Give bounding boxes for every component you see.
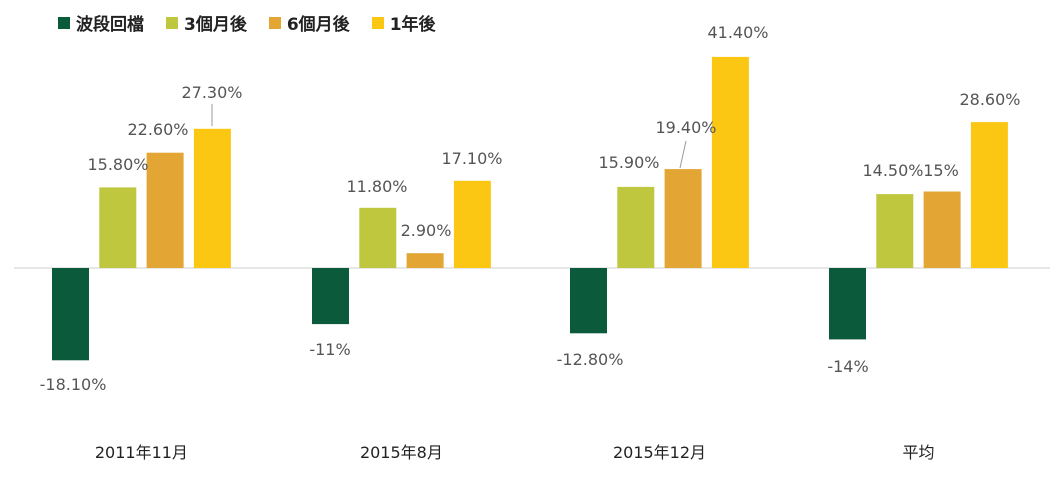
data-label-3-0: -14% bbox=[827, 357, 868, 376]
category-label-1: 2015年8月 bbox=[360, 443, 443, 462]
legend-swatch-1 bbox=[166, 16, 178, 29]
legend-label-3: 1年後 bbox=[389, 15, 436, 35]
legend-label-2: 6個月後 bbox=[286, 15, 350, 35]
bar-3-2 bbox=[923, 191, 961, 268]
data-label-2-1: 15.90% bbox=[598, 153, 659, 172]
legend-swatch-0 bbox=[58, 16, 70, 29]
data-label-2-0: -12.80% bbox=[557, 350, 624, 369]
data-label-0-3: 27.30% bbox=[181, 83, 242, 102]
category-label-3: 平均 bbox=[902, 443, 934, 462]
data-label-1-3: 17.10% bbox=[441, 149, 502, 168]
data-label-3-1: 14.50% bbox=[862, 161, 923, 180]
data-label-1-1: 11.80% bbox=[346, 177, 407, 196]
data-label-3-3: 28.60% bbox=[959, 90, 1020, 109]
legend-label-1: 3個月後 bbox=[184, 15, 247, 35]
bar-0-0 bbox=[52, 268, 89, 361]
data-label-0-1: 15.80% bbox=[87, 155, 148, 174]
bar-0-2 bbox=[146, 152, 184, 268]
legend-swatch-2 bbox=[268, 16, 281, 29]
legend-item-3: 1年後 bbox=[371, 10, 436, 35]
data-label-1-0: -11% bbox=[309, 340, 350, 359]
bar-1-1 bbox=[359, 207, 397, 268]
category-label-0: 2011年11月 bbox=[95, 443, 188, 462]
bar-2-1 bbox=[617, 186, 655, 268]
legend-label-0: 波段回檔 bbox=[76, 15, 144, 35]
bar-1-0 bbox=[312, 268, 349, 325]
leader-line-2-2 bbox=[679, 140, 687, 169]
data-label-0-0: -18.10% bbox=[40, 375, 107, 394]
legend-item-0: 波段回檔 bbox=[58, 10, 144, 35]
legend: 波段回檔 3個月後 6個月後 1年後 bbox=[58, 10, 436, 35]
bar-3-1 bbox=[876, 194, 914, 268]
bar-2-2 bbox=[664, 169, 702, 268]
bar-3-0 bbox=[829, 268, 866, 340]
bar-2-0 bbox=[570, 268, 607, 334]
bar-3-3 bbox=[970, 122, 1008, 268]
data-label-2-2: 19.40% bbox=[655, 118, 716, 137]
bar-1-3 bbox=[453, 180, 491, 268]
data-label-2-3: 41.40% bbox=[707, 23, 768, 42]
bar-0-3 bbox=[193, 128, 231, 268]
category-label-2: 2015年12月 bbox=[613, 443, 706, 462]
bar-2-3 bbox=[711, 56, 749, 269]
legend-item-1: 3個月後 bbox=[166, 10, 247, 35]
data-label-1-2: 2.90% bbox=[401, 221, 452, 240]
data-label-0-2: 22.60% bbox=[127, 120, 188, 139]
legend-swatch-3 bbox=[371, 16, 384, 29]
bar-1-2 bbox=[406, 253, 444, 268]
bar-0-1 bbox=[99, 187, 137, 268]
data-label-3-2: 15% bbox=[923, 161, 959, 180]
legend-item-2: 6個月後 bbox=[268, 10, 350, 35]
